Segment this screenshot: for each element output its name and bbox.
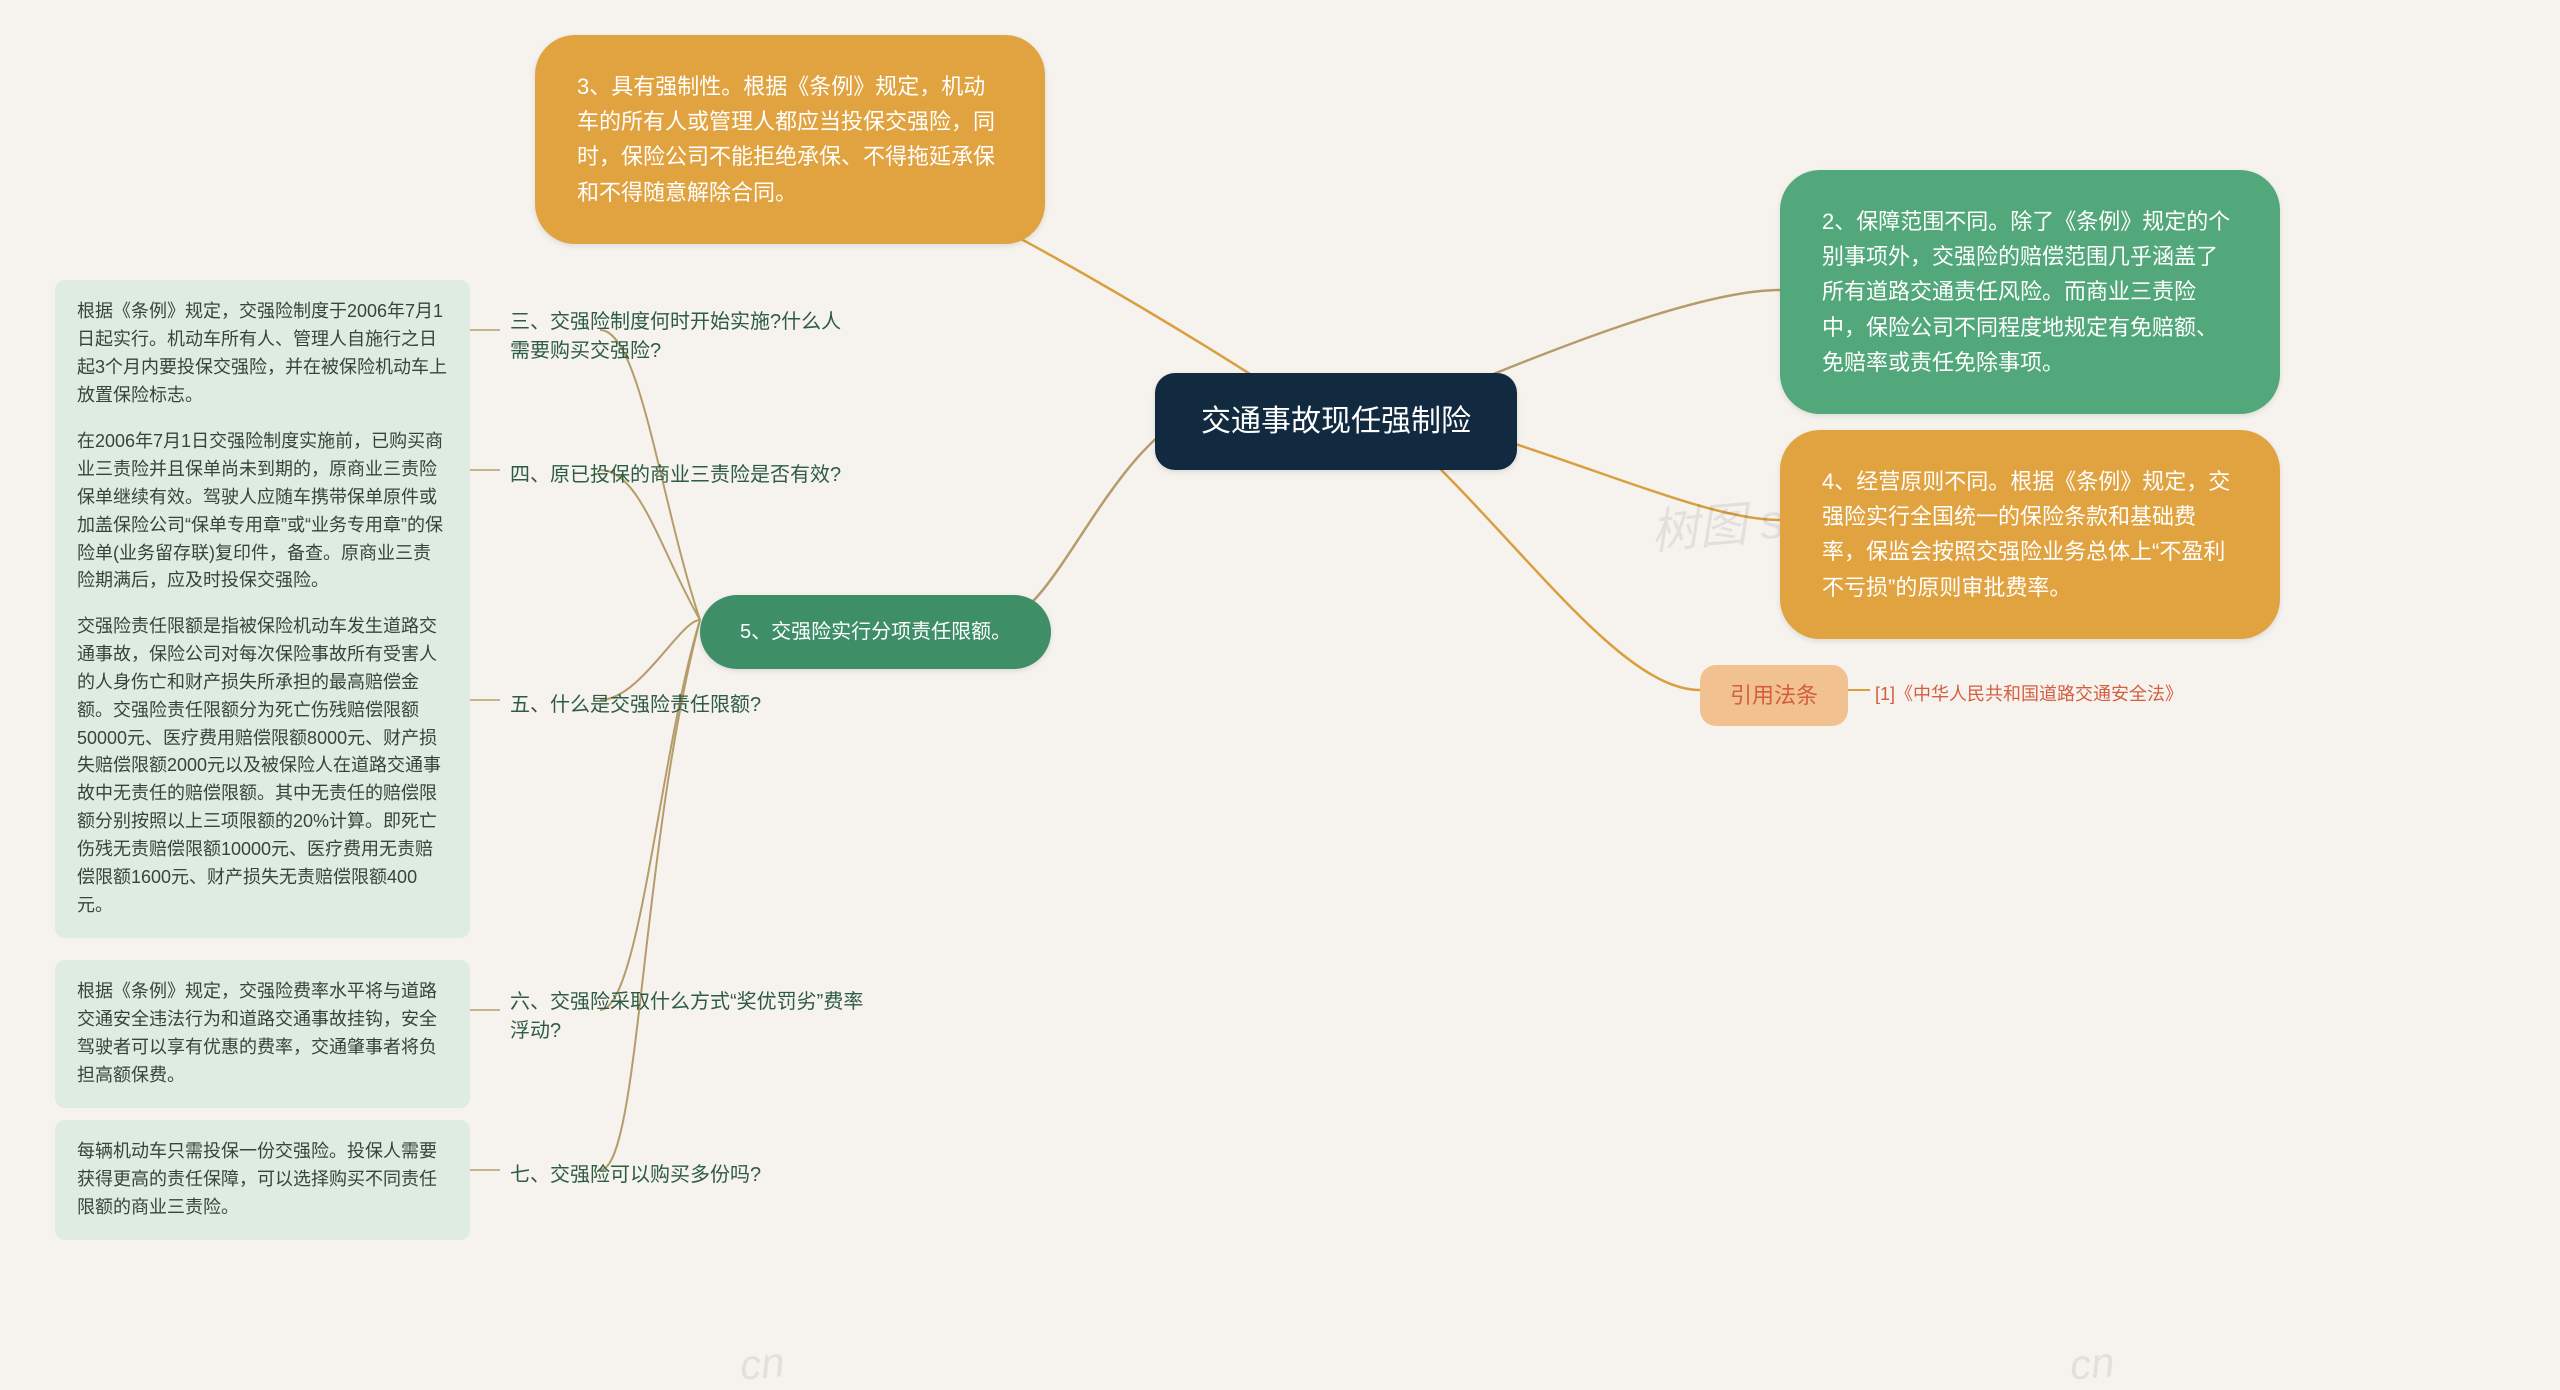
watermark: cn [2068,1338,2116,1390]
sub-label-3[interactable]: 三、交强险制度何时开始实施?什么人需要购买交强险? [510,305,860,363]
sub-label-4[interactable]: 四、原已投保的商业三责险是否有效? [510,458,860,487]
node-point-5[interactable]: 5、交强险实行分项责任限额。 [700,595,1051,669]
watermark: cn [738,1338,786,1390]
sub-label-7[interactable]: 七、交强险可以购买多份吗? [510,1158,810,1187]
node-point-2[interactable]: 2、保障范围不同。除了《条例》规定的个别事项外，交强险的赔偿范围几乎涵盖了所有道… [1780,170,2280,414]
leaf-card-5[interactable]: 交强险责任限额是指被保险机动车发生道路交通事故，保险公司对每次保险事故所有受害人… [55,595,470,938]
leaf-card-4[interactable]: 在2006年7月1日交强险制度实施前，已购买商业三责险并且保单尚未到期的，原商业… [55,410,470,613]
cite-reference: [1]《中华人民共和国道路交通安全法》 [1875,680,2183,706]
sub-label-5[interactable]: 五、什么是交强险责任限额? [510,688,810,717]
sub-label-6[interactable]: 六、交强险采取什么方式“奖优罚劣”费率浮动? [510,985,870,1043]
center-node[interactable]: 交通事故现任强制险 [1155,373,1517,470]
leaf-card-7[interactable]: 每辆机动车只需投保一份交强险。投保人需要获得更高的责任保障，可以选择购买不同责任… [55,1120,470,1240]
leaf-card-6[interactable]: 根据《条例》规定，交强险费率水平将与道路交通安全违法行为和道路交通事故挂钩，安全… [55,960,470,1108]
node-point-3[interactable]: 3、具有强制性。根据《条例》规定，机动车的所有人或管理人都应当投保交强险，同时，… [535,35,1045,244]
leaf-card-3[interactable]: 根据《条例》规定，交强险制度于2006年7月1日起实行。机动车所有人、管理人自施… [55,280,470,428]
cite-label[interactable]: 引用法条 [1700,665,1848,726]
node-point-4[interactable]: 4、经营原则不同。根据《条例》规定，交强险实行全国统一的保险条款和基础费率，保监… [1780,430,2280,639]
